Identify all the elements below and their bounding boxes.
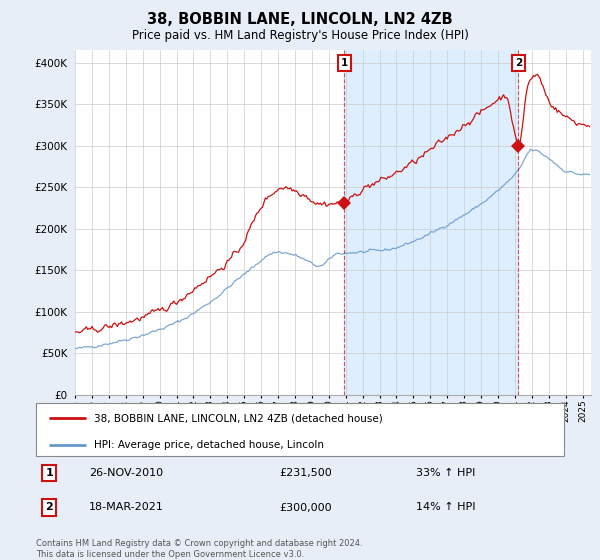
Text: 38, BOBBIN LANE, LINCOLN, LN2 4ZB (detached house): 38, BOBBIN LANE, LINCOLN, LN2 4ZB (detac… — [94, 413, 383, 423]
Text: Price paid vs. HM Land Registry's House Price Index (HPI): Price paid vs. HM Land Registry's House … — [131, 29, 469, 42]
Text: 1: 1 — [341, 58, 348, 68]
Text: Contains HM Land Registry data © Crown copyright and database right 2024.
This d: Contains HM Land Registry data © Crown c… — [36, 539, 362, 559]
Text: 38, BOBBIN LANE, LINCOLN, LN2 4ZB: 38, BOBBIN LANE, LINCOLN, LN2 4ZB — [147, 12, 453, 27]
Text: 26-NOV-2010: 26-NOV-2010 — [89, 468, 163, 478]
Text: 2: 2 — [515, 58, 522, 68]
FancyBboxPatch shape — [36, 403, 564, 456]
Text: £300,000: £300,000 — [279, 502, 332, 512]
Text: 2: 2 — [46, 502, 53, 512]
Text: £231,500: £231,500 — [279, 468, 332, 478]
Text: 14% ↑ HPI: 14% ↑ HPI — [416, 502, 476, 512]
Text: HPI: Average price, detached house, Lincoln: HPI: Average price, detached house, Linc… — [94, 440, 324, 450]
Text: 18-MAR-2021: 18-MAR-2021 — [89, 502, 164, 512]
Text: 1: 1 — [46, 468, 53, 478]
Text: 33% ↑ HPI: 33% ↑ HPI — [416, 468, 476, 478]
